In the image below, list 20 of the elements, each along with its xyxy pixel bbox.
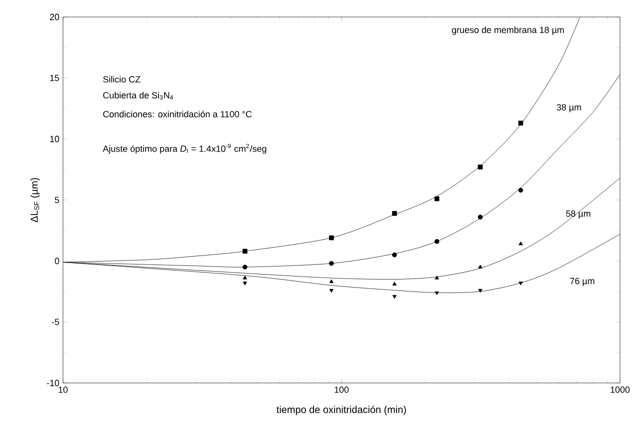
series-label: grueso de membrana 18 µm xyxy=(452,26,564,35)
x-tick-label: 100 xyxy=(334,386,349,393)
annotation: Cubierta de Si$_{3}$N$_{4}$ xyxy=(103,92,174,100)
x-tick-label: 1000 xyxy=(610,386,630,393)
x-tick-label: 10 xyxy=(58,386,68,393)
y-tick-label: -5 xyxy=(52,318,60,326)
series-label: 38 µm xyxy=(556,104,581,112)
annotation: Condiciones: oxinitridación a 1100 °C xyxy=(103,110,252,118)
annotation: Silicio CZ xyxy=(103,76,140,83)
y-tick-label: -10 xyxy=(46,380,60,386)
x-axis-title: tiempo de oxinitridación (min) xyxy=(276,406,406,416)
series-label: 76 µm xyxy=(570,278,594,286)
y-tick-label: 15 xyxy=(50,74,60,82)
y-tick-label: 5 xyxy=(54,196,60,204)
y-tick-label: 20 xyxy=(50,14,60,20)
y-tick-label: 0 xyxy=(54,258,60,264)
y-axis-title: ΔL$_{SF}$ (µm) xyxy=(30,178,40,222)
series-label: 58 µm xyxy=(566,210,590,219)
annotation: Ajuste óptimo para D$_{I}$ = 1.4x10$^{-9}$ cm$^{2}$/seg xyxy=(102,144,266,154)
y-tick-label: 10 xyxy=(50,136,60,142)
